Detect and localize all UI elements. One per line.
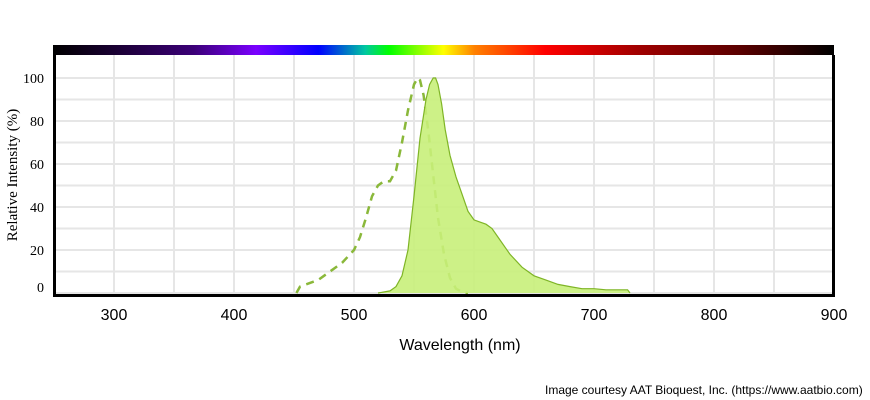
- y-axis-label: Relative Intensity (%): [5, 109, 21, 241]
- y-tick-label: 100: [23, 72, 44, 87]
- series-layer: [295, 76, 631, 295]
- y-tick-label: 0: [37, 281, 44, 296]
- y-axis-ticks: 0 20 40 60 80 100: [23, 72, 44, 296]
- x-tick-label: 600: [461, 307, 488, 324]
- x-tick-label: 800: [701, 307, 728, 324]
- x-axis-label: Wavelength (nm): [399, 337, 520, 354]
- y-tick-label: 40: [30, 201, 44, 216]
- y-tick-label: 20: [30, 244, 44, 259]
- x-tick-label: 400: [221, 307, 248, 324]
- plot-frame: [53, 55, 835, 297]
- emission-area: [378, 78, 630, 293]
- x-tick-label: 300: [101, 307, 128, 324]
- emission-line: [377, 77, 631, 294]
- x-tick-label: 500: [341, 307, 368, 324]
- spectrum-color-bar: [53, 45, 834, 55]
- x-axis-ticks: 300 400 500 600 700 800 900: [101, 307, 848, 324]
- y-tick-label: 60: [30, 158, 44, 173]
- x-tick-label: 700: [581, 307, 608, 324]
- image-credit: Image courtesy AAT Bioquest, Inc. (https…: [545, 383, 863, 397]
- x-tick-label: 900: [821, 307, 848, 324]
- y-tick-label: 80: [30, 115, 44, 130]
